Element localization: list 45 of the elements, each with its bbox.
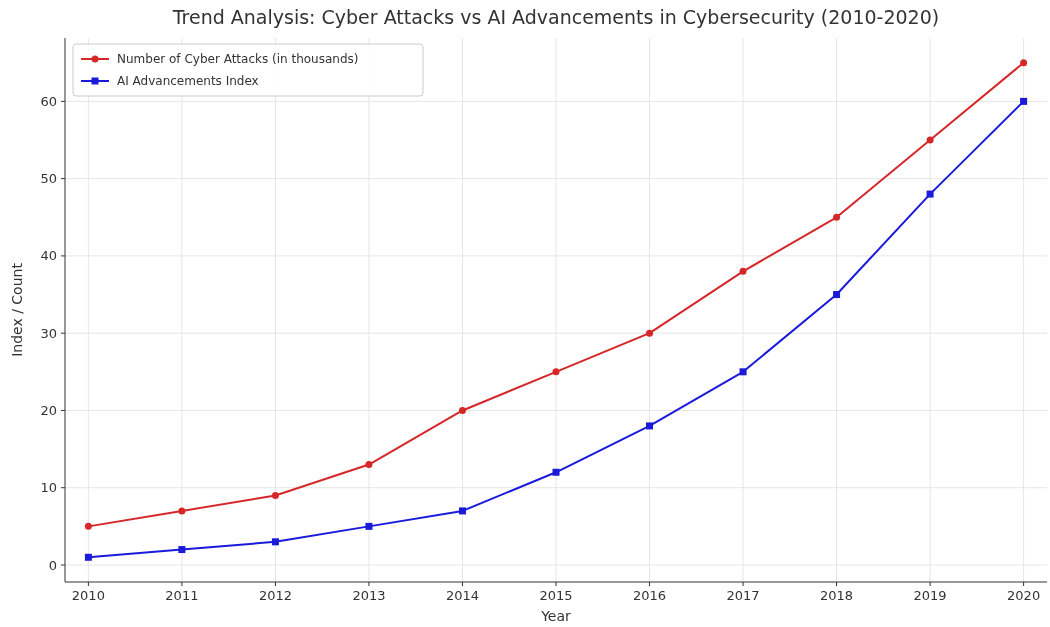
point [552,368,560,376]
point [84,553,92,561]
point [926,136,934,144]
x-tick-label: 2013 [352,588,386,603]
x-tick-label: 2011 [165,588,199,603]
point [833,291,841,299]
point [271,538,279,546]
point [739,368,747,376]
point [271,491,279,499]
x-tick-label: 2018 [820,588,854,603]
point [365,522,373,530]
y-axis-title: Index / Count [9,262,25,357]
legend-label: AI Advancements Index [117,74,259,88]
y-tick-label: 20 [40,402,57,418]
point [739,267,747,275]
point [552,468,560,476]
x-axis-title: Year [540,608,572,624]
legend-label: Number of Cyber Attacks (in thousands) [117,52,359,66]
y-tick-label: 50 [40,171,57,187]
point [178,546,186,554]
x-tick-label: 2015 [539,588,573,603]
x-tick-label: 2016 [632,588,667,603]
y-tick-label: 60 [40,93,57,109]
x-tick-label: 2020 [1007,588,1041,603]
x-tick-label: 2014 [445,588,480,603]
x-tick-label: 2010 [71,588,105,603]
point [458,507,466,515]
point [84,522,92,530]
point [178,507,186,515]
point [833,213,841,221]
x-tick-label: 2019 [913,588,947,603]
chart-title: Trend Analysis: Cyber Attacks vs AI Advancements in Cybersecurity (2010-2020) [171,6,940,28]
y-tick-label: 30 [40,325,57,341]
point [1020,97,1028,105]
y-tick-label: 40 [40,248,57,264]
point [365,461,373,469]
point [1020,59,1028,67]
point [646,329,654,337]
y-tick-label: 0 [48,557,57,573]
point [926,190,934,198]
x-tick-label: 2012 [258,588,292,603]
point [458,406,466,414]
x-tick-label: 2017 [726,588,760,603]
y-tick-label: 10 [40,480,57,496]
point [646,422,654,430]
